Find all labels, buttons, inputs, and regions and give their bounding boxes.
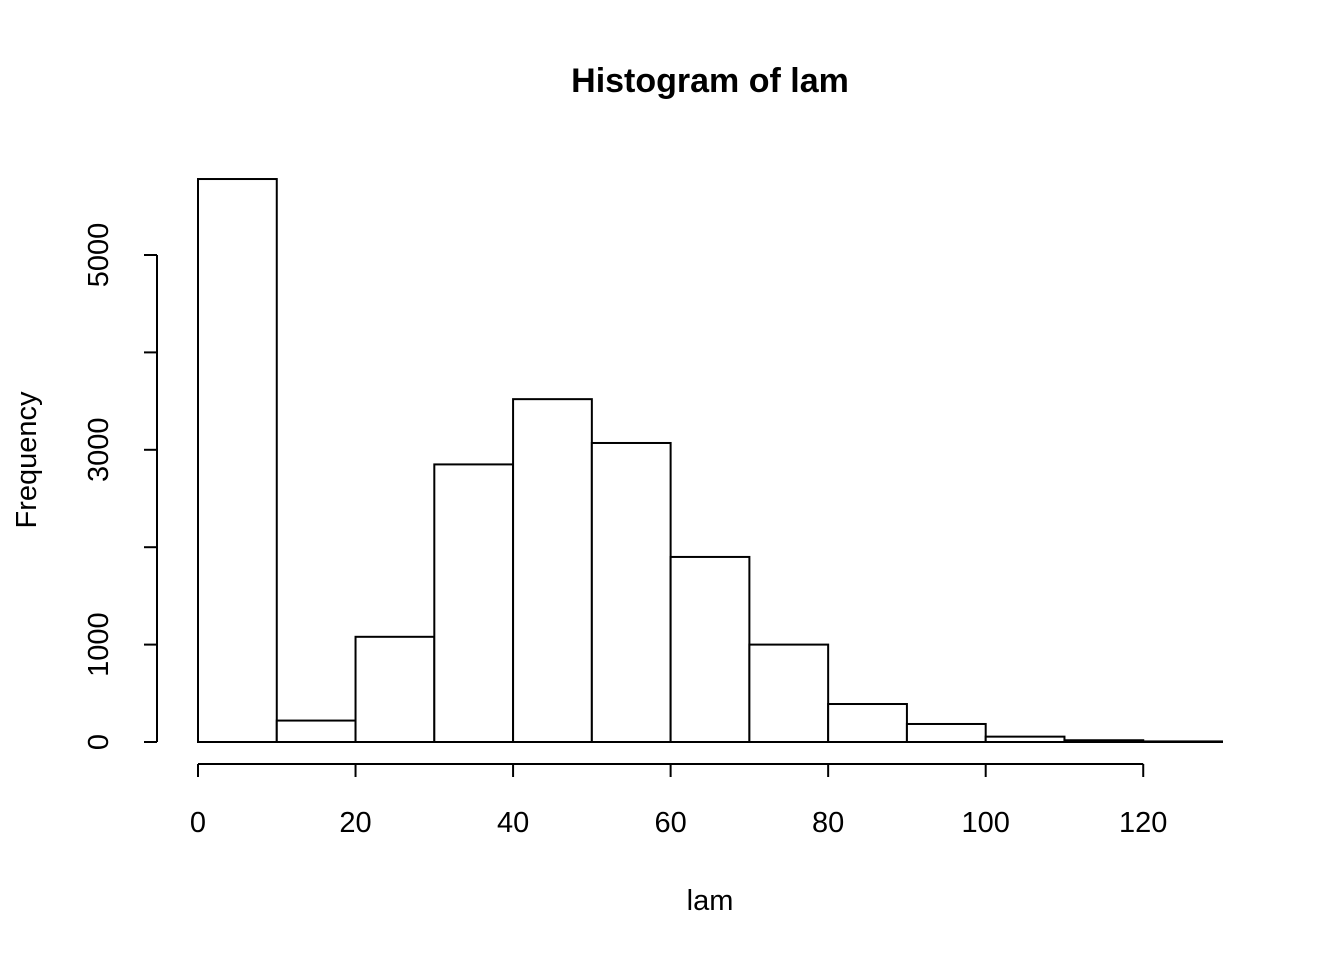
x-tick-label: 80 [812, 807, 844, 839]
x-tick-label: 0 [190, 807, 206, 839]
x-tick-label: 40 [497, 807, 529, 839]
bars-group [197, 178, 1223, 744]
y-tick-label: 1000 [83, 612, 115, 677]
x-axis-label: lam [687, 885, 734, 917]
histogram-bar [275, 719, 357, 744]
y-tick-label: 0 [83, 734, 115, 750]
histogram-bar [1063, 739, 1145, 744]
histogram-bar [354, 635, 436, 743]
histogram-bar [905, 722, 987, 744]
y-axis: 0 1000 3000 5000 [83, 223, 158, 750]
histogram-bar [512, 398, 593, 743]
x-tick-label: 100 [961, 807, 1009, 839]
y-tick-label: 3000 [83, 418, 115, 483]
histogram-bar [590, 441, 672, 743]
y-tick-label: 5000 [83, 223, 115, 288]
x-tick-label: 120 [1119, 807, 1167, 839]
histogram-bar [669, 555, 751, 743]
x-tick-label: 60 [654, 807, 686, 839]
x-tick-label: 20 [339, 807, 371, 839]
x-axis: 0 20 40 60 80 100 120 [190, 763, 1167, 839]
histogram-bar [1142, 740, 1223, 743]
histogram-bar [433, 463, 515, 743]
histogram-bar [748, 643, 830, 743]
y-axis-label: Frequency [11, 391, 43, 529]
histogram-bar [827, 703, 908, 743]
histogram-bar [984, 735, 1066, 744]
chart-title: Histogram of lam [571, 62, 849, 100]
histogram-bar [197, 178, 278, 743]
